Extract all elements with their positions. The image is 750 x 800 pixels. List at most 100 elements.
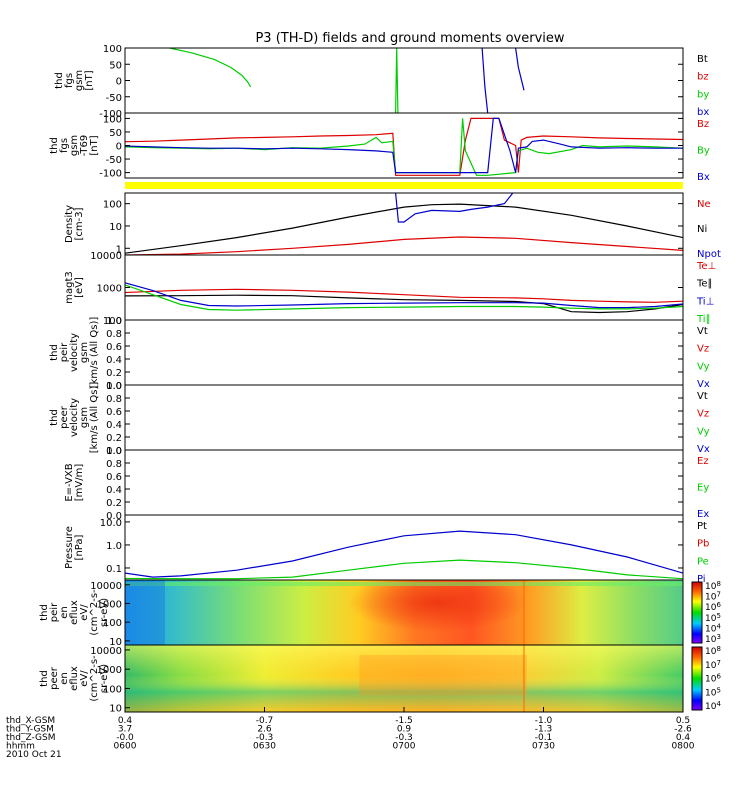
series-Bx: [125, 117, 683, 174]
legend-Vy: Vy: [697, 426, 710, 437]
panel-fgs_t69: 100 50 0 -50 -100 Bz By Bx thd fgs gsm -T69 [nT]: [49, 112, 710, 183]
x-tick-label: 0730: [532, 742, 555, 752]
y-tick-label: 10000: [90, 581, 122, 592]
y-axis-label: gsm: [79, 407, 90, 428]
x-tick-label: 0600: [114, 742, 137, 752]
legend-Vy: Vy: [697, 361, 710, 372]
y-axis-label: peir: [49, 602, 60, 622]
y-tick-label: 0.4: [106, 485, 122, 496]
legend-Vx: Vx: [697, 444, 710, 455]
y-tick-label: 1.0: [106, 446, 122, 457]
y-tick-label: 1.0: [106, 541, 122, 552]
y-axis-label: eflux: [69, 666, 80, 691]
legend-Ti∥: Ti∥: [696, 314, 711, 325]
y-axis-label: thd: [39, 604, 50, 621]
y-tick-label: 0: [116, 77, 122, 88]
y-tick-label: 1000: [97, 599, 122, 610]
y-axis-label: [nT]: [89, 135, 100, 155]
y-axis-label: thd: [49, 344, 60, 361]
legend-by: by: [697, 89, 709, 100]
x-tick-label: 0.4: [118, 716, 133, 726]
y-axis-label: [nT]: [84, 70, 95, 90]
x-tick-label: -0.3: [395, 733, 413, 743]
colorbar-label: 106: [705, 673, 721, 685]
legend-Ex: Ex: [697, 509, 709, 520]
y-tick-label: 0.0: [106, 381, 122, 392]
y-tick-label: 0.0: [106, 511, 122, 522]
series-group: [125, 193, 683, 255]
colorbar-label: 108: [705, 645, 721, 657]
legend-Ez: Ez: [697, 456, 709, 467]
panel-frame: [124, 112, 684, 179]
y-axis-label: sr-eV): [99, 664, 110, 693]
series-Ne: [125, 236, 683, 255]
colorbar-label: 107: [705, 659, 721, 671]
legend-Vt: Vt: [697, 326, 708, 337]
y-axis-label: velocity: [69, 398, 80, 437]
y-tick-label: 50: [109, 128, 122, 139]
y-tick-label: 10.0: [100, 518, 122, 529]
legend-Pi: Pi: [697, 574, 706, 585]
y-tick-label: 0.4: [106, 420, 122, 431]
y-axis-label: magt3: [64, 271, 75, 304]
legend-Bx: Bx: [697, 172, 710, 183]
legend-Ey: Ey: [697, 483, 709, 494]
legend-Bt: Bt: [697, 54, 708, 65]
legend-Pb: Pb: [697, 539, 709, 550]
y-axis-label: peir: [59, 342, 70, 362]
chart-title: P3 (TH-D) fields and ground moments over…: [255, 31, 564, 46]
y-tick-label: 0: [116, 142, 122, 153]
y-tick-label: 0.6: [106, 407, 122, 418]
panel-efield: 1.0 0.8 0.6 0.4 0.2 0.0 Ez Ey Ex E=-VXB [mV/m]: [64, 446, 709, 522]
y-tick-label: -100: [99, 169, 122, 180]
x-tick-label: 0.9: [397, 725, 412, 735]
y-tick-label: 100: [103, 316, 122, 327]
x-tick-label: -0.3: [256, 733, 274, 743]
colorbar-label: 107: [705, 591, 721, 603]
panel-peer_v: 1.0 0.8 0.6 0.4 0.2 0.0 Vt Vz Vy Vx thd peer velocit…: [49, 381, 710, 457]
y-tick-label: 0.4: [106, 355, 122, 366]
panel-frame: [124, 254, 684, 321]
y-axis-label: eV/: [79, 604, 90, 621]
legend-Pe: Pe: [697, 556, 709, 567]
y-axis-label: fgs: [59, 138, 70, 153]
y-tick-label: 10: [109, 704, 122, 715]
y-tick-label: -50: [106, 93, 122, 104]
series-group: [125, 530, 683, 580]
colorbar: [691, 646, 703, 711]
series-bx2: [515, 48, 525, 91]
y-tick-label: 0.6: [106, 342, 122, 353]
y-axis-label: peer: [49, 666, 60, 690]
y-tick-label: 1.0: [106, 316, 122, 327]
series-group: [125, 282, 683, 314]
x-tick-label: 3.7: [118, 725, 132, 735]
y-tick-label: 0.8: [106, 394, 122, 405]
y-axis-label: thd: [49, 137, 60, 154]
y-tick-label: 0.1: [106, 564, 122, 575]
x-tick-label: 0.5: [676, 716, 690, 726]
y-axis-label: [eV]: [74, 277, 85, 298]
panel-magt3: 10000 1000 100 Te⊥ Te∥ Ti⊥ Ti∥ magt3 [eV]: [64, 251, 716, 327]
x-axis: thd_X-GSM 0.4 -0.7 -1.5 -1.0 0.5 thd_Y-GSM 3.7 2…: [6, 707, 695, 760]
legend-Pt: Pt: [697, 521, 707, 532]
y-axis-label: (cm^2-s-: [89, 589, 100, 636]
y-axis-label: gsm: [74, 70, 85, 91]
y-axis-label: Pressure: [64, 526, 75, 569]
y-tick-label: 0.2: [106, 433, 122, 444]
series-by2: [395, 48, 399, 113]
colorbar-label: 108: [705, 580, 721, 592]
colorbar-label: 105: [705, 686, 721, 698]
colorbar: [691, 581, 703, 644]
x-tick-label: 0.4: [676, 733, 691, 743]
y-axis-label: gsm: [69, 135, 80, 156]
legend-Vt: Vt: [697, 391, 708, 402]
y-axis-label: Density: [64, 205, 75, 243]
series-Npot: [395, 193, 514, 223]
panel-peir_v: 1.0 0.8 0.6 0.4 0.2 0.0 Vt Vz Vy Vx thd peir velocit…: [49, 316, 710, 392]
y-axis-label: eflux: [69, 600, 80, 625]
y-axis-label: -T69: [79, 135, 90, 157]
legend-By: By: [697, 146, 710, 157]
